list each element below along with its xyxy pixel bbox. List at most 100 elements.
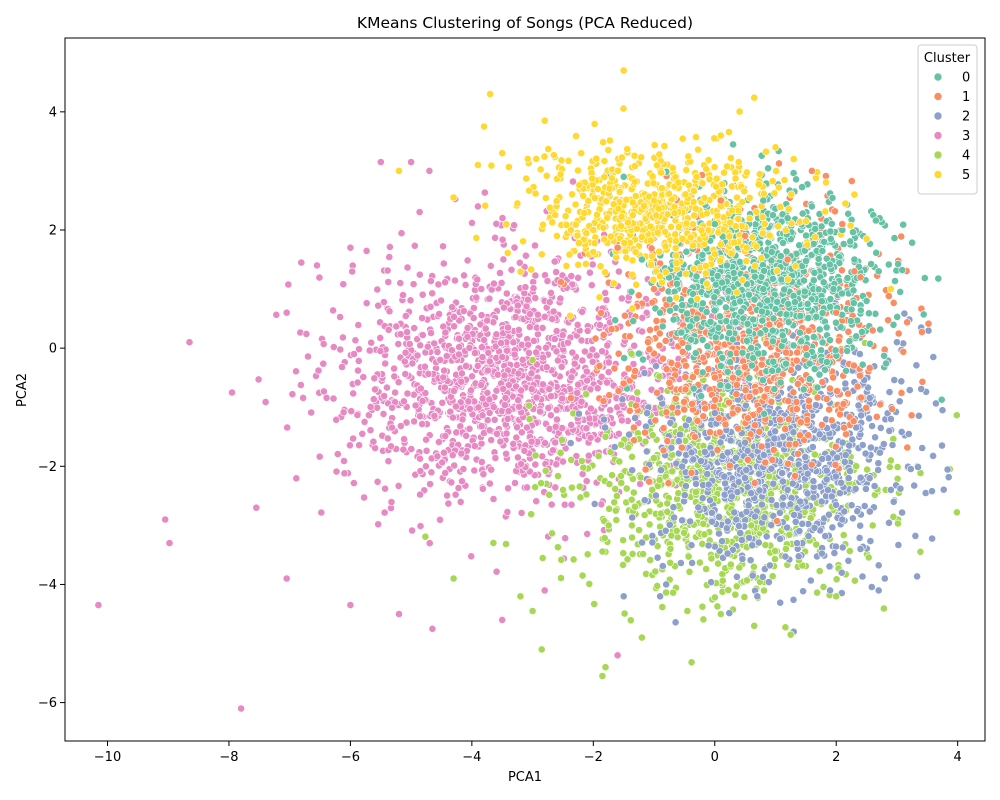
data-point-cluster-0 <box>890 234 899 242</box>
data-point-cluster-1 <box>844 389 852 398</box>
data-point-cluster-3 <box>360 417 369 426</box>
data-point-cluster-1 <box>825 405 834 414</box>
data-point-cluster-1 <box>796 431 804 440</box>
data-point-cluster-4 <box>851 576 859 585</box>
data-point-cluster-3 <box>367 338 376 347</box>
data-point-cluster-1 <box>829 373 837 382</box>
data-point-cluster-3 <box>448 451 457 460</box>
data-point-cluster-3 <box>615 267 623 276</box>
data-point-cluster-1 <box>630 436 638 445</box>
data-point-cluster-1 <box>661 336 670 345</box>
data-point-cluster-3 <box>507 265 516 274</box>
data-point-cluster-2 <box>853 507 862 516</box>
data-point-cluster-4 <box>628 550 637 558</box>
data-point-cluster-1 <box>751 387 760 396</box>
data-point-cluster-3 <box>514 453 522 462</box>
data-point-cluster-3 <box>474 403 483 412</box>
data-point-cluster-0 <box>818 338 827 347</box>
data-point-cluster-3 <box>384 457 393 466</box>
data-point-cluster-2 <box>762 532 771 541</box>
data-point-cluster-4 <box>713 602 722 611</box>
data-point-cluster-3 <box>410 324 419 332</box>
data-point-cluster-2 <box>721 479 729 488</box>
data-point-cluster-3 <box>339 408 348 417</box>
data-point-cluster-3 <box>582 424 591 433</box>
data-point-cluster-3 <box>554 356 562 365</box>
data-point-cluster-4 <box>600 534 609 542</box>
data-point-cluster-3 <box>473 275 482 284</box>
data-point-cluster-3 <box>440 366 448 375</box>
data-point-cluster-3 <box>416 412 424 421</box>
data-point-cluster-4 <box>658 603 667 611</box>
data-point-cluster-1 <box>757 360 766 369</box>
data-point-cluster-3 <box>422 435 430 444</box>
data-point-cluster-3 <box>447 346 456 355</box>
data-point-cluster-2 <box>625 430 633 439</box>
data-point-cluster-3 <box>606 406 615 414</box>
data-point-cluster-3 <box>360 493 368 502</box>
data-point-cluster-2 <box>790 511 798 519</box>
data-point-cluster-3 <box>585 414 594 423</box>
data-point-cluster-3 <box>581 347 589 356</box>
data-point-cluster-3 <box>319 340 328 348</box>
data-point-cluster-1 <box>838 266 846 275</box>
data-point-cluster-3 <box>499 303 508 312</box>
data-point-cluster-4 <box>619 536 627 545</box>
data-point-cluster-3 <box>512 433 521 442</box>
data-point-cluster-3 <box>440 383 449 392</box>
data-point-cluster-2 <box>840 457 849 466</box>
data-point-cluster-0 <box>898 266 907 274</box>
data-point-cluster-3 <box>542 343 550 352</box>
data-point-cluster-3 <box>456 497 465 506</box>
data-point-cluster-2 <box>804 532 813 541</box>
data-point-cluster-0 <box>691 349 700 357</box>
data-point-cluster-0 <box>724 382 732 391</box>
data-point-cluster-3 <box>422 446 431 455</box>
data-point-cluster-3 <box>438 398 447 407</box>
data-point-cluster-3 <box>438 458 447 467</box>
data-point-cluster-2 <box>837 568 846 577</box>
data-point-cluster-3 <box>459 307 468 315</box>
data-point-cluster-1 <box>792 356 801 365</box>
data-point-cluster-3 <box>531 460 540 469</box>
data-point-cluster-1 <box>625 406 634 415</box>
data-point-cluster-1 <box>699 412 708 421</box>
data-point-cluster-2 <box>781 552 790 561</box>
data-point-cluster-3 <box>477 439 486 448</box>
data-point-cluster-3 <box>568 348 577 357</box>
data-point-cluster-2 <box>818 549 826 558</box>
data-point-cluster-3 <box>394 340 403 348</box>
data-point-cluster-3 <box>409 280 418 289</box>
data-point-cluster-3 <box>487 465 496 474</box>
data-point-cluster-1 <box>760 392 769 401</box>
data-point-cluster-2 <box>846 467 854 475</box>
data-point-cluster-2 <box>742 401 750 410</box>
data-point-cluster-3 <box>479 470 488 479</box>
data-point-cluster-4 <box>629 488 638 497</box>
data-point-cluster-1 <box>751 421 759 430</box>
data-point-cluster-3 <box>570 359 579 368</box>
data-point-cluster-3 <box>329 306 337 315</box>
data-point-cluster-4 <box>557 555 566 564</box>
data-point-cluster-0 <box>789 341 798 350</box>
data-point-cluster-4 <box>731 590 740 599</box>
data-point-cluster-3 <box>588 260 597 269</box>
data-point-cluster-3 <box>371 385 379 394</box>
data-point-cluster-0 <box>804 314 813 322</box>
data-point-cluster-3 <box>472 293 481 302</box>
data-point-cluster-2 <box>652 362 660 370</box>
data-point-cluster-2 <box>825 510 833 519</box>
data-point-cluster-2 <box>730 508 739 517</box>
data-point-cluster-3 <box>410 417 418 426</box>
data-point-cluster-0 <box>899 220 908 229</box>
data-point-cluster-3 <box>423 342 432 351</box>
data-point-cluster-1 <box>681 385 690 394</box>
data-point-cluster-3 <box>468 372 476 381</box>
data-point-cluster-0 <box>635 349 643 358</box>
data-point-cluster-3 <box>384 325 393 334</box>
data-point-cluster-3 <box>455 334 463 343</box>
data-point-cluster-3 <box>292 367 300 376</box>
data-point-cluster-3 <box>462 362 470 370</box>
data-point-cluster-0 <box>716 381 725 390</box>
data-point-cluster-1 <box>671 394 680 403</box>
